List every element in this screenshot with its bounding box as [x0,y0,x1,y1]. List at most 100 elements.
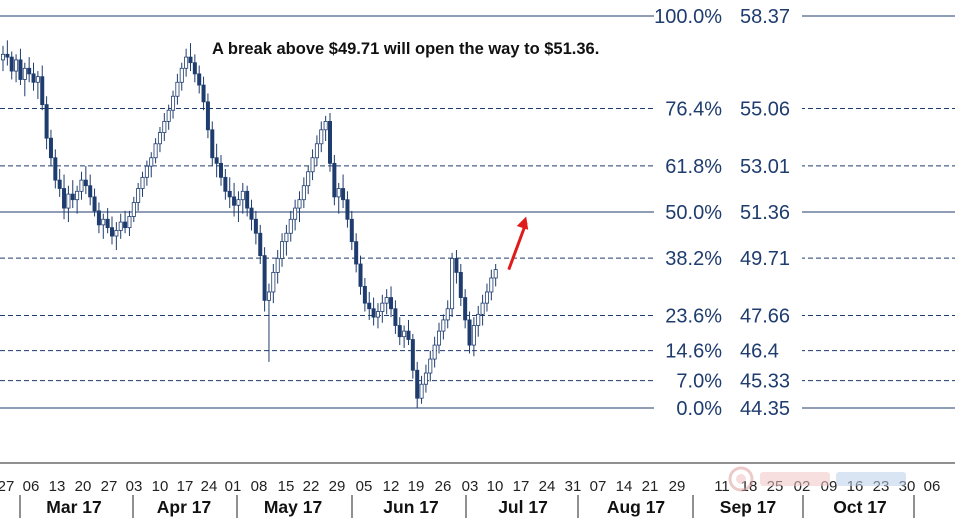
candle-body [66,193,71,209]
candle-body [293,207,298,220]
candle-body [266,291,271,301]
x-tick-label: 17 [177,478,194,495]
candle-body [105,218,110,229]
fib-label-bg [654,96,802,121]
fib-pct-label: 14.6% [665,341,722,363]
x-tick-label: 20 [75,478,92,495]
fib-pct-label: 0.0% [676,398,722,420]
candle-body [18,59,23,80]
fib-label-bg [654,368,802,393]
candle-body [35,76,40,83]
candle-body [144,165,149,178]
fib-price-label: 55.06 [740,99,790,121]
candle-body [436,330,441,346]
candle-body [389,297,394,310]
candle-body [371,308,376,318]
candle-body [380,302,385,312]
candle-body [27,67,32,75]
candle-body [280,241,285,259]
candle-body [480,302,485,315]
fib-price-label: 44.35 [740,398,790,420]
arrow-head [516,216,529,230]
candle-body [166,109,171,122]
x-tick-label: 10 [487,478,504,495]
month-label: May 17 [264,497,322,517]
x-tick-label: 12 [383,478,400,495]
month-label: Jul 17 [498,497,548,517]
candle-body [162,121,167,133]
candle-body [88,185,93,198]
candle-body [423,372,428,385]
fib-label-bg [654,246,802,271]
candle-body [223,176,228,192]
candle-body [136,188,141,203]
candle-body [75,190,80,201]
candle-body [358,263,363,287]
candle-body [184,56,189,69]
x-tick-label: 24 [539,478,556,495]
breakout-arrow [507,216,529,271]
candle-body [140,176,145,189]
x-tick-label: 13 [49,478,66,495]
candle-body [92,196,97,212]
x-tick-label: 27 [101,478,118,495]
x-tick-label: 06 [924,478,941,495]
candle-body [175,81,180,97]
fib-price-label: 51.36 [740,202,790,224]
candle-body [476,313,481,326]
candle-body [192,62,197,75]
candle-body [5,53,10,58]
candle-body [157,132,162,145]
candle-body [471,325,476,346]
candle-body [450,258,455,310]
candle-body [349,218,354,243]
candle-body [123,221,128,229]
candle-body [323,121,328,131]
candle-body [367,302,372,310]
x-tick-label: 03 [126,478,143,495]
candle-body [454,258,459,273]
fib-price-label: 47.66 [740,305,790,327]
fib-label-bg [654,153,802,178]
chart-annotation: A break above $49.71 will open the way t… [212,40,600,58]
candle-body [210,129,215,159]
candle-body [0,53,6,61]
candle-body [397,325,402,338]
candle-body [44,104,49,139]
fib-pct-label: 100.0% [654,6,722,28]
fib-pct-label: 76.4% [665,99,722,121]
candle-body [432,344,437,360]
candle-body [375,311,380,318]
candle-body [22,67,27,80]
fib-label-bg [654,303,802,328]
candle-body [458,271,463,298]
fib-price-label: 49.71 [740,248,790,270]
candle-body [245,190,250,209]
month-label: Oct 17 [833,497,887,517]
fib-label-bg [654,4,802,28]
watermark-logo-icon [728,466,906,492]
fib-pct-label: 23.6% [665,305,722,327]
candle-body [297,199,302,209]
candle-body [101,218,106,226]
month-label: Sep 17 [720,497,776,517]
candle-body [271,271,276,293]
candle-body [14,59,19,72]
candle-body [362,285,367,304]
candle-body [114,230,119,237]
candle-body [484,291,489,304]
candle-body [262,255,267,301]
x-tick-label: 08 [251,478,268,495]
fib-label-bg [654,338,802,363]
candle-body [214,157,219,164]
x-tick-label: 15 [278,478,295,495]
candle-body [258,232,263,257]
candle-body [70,193,75,201]
x-tick-label: 03 [462,478,479,495]
fib-pct-label: 61.8% [665,156,722,178]
x-tick-label: 27 [0,478,14,495]
candle-body [127,216,132,229]
candle-body [275,258,280,273]
candle-body [402,330,407,338]
